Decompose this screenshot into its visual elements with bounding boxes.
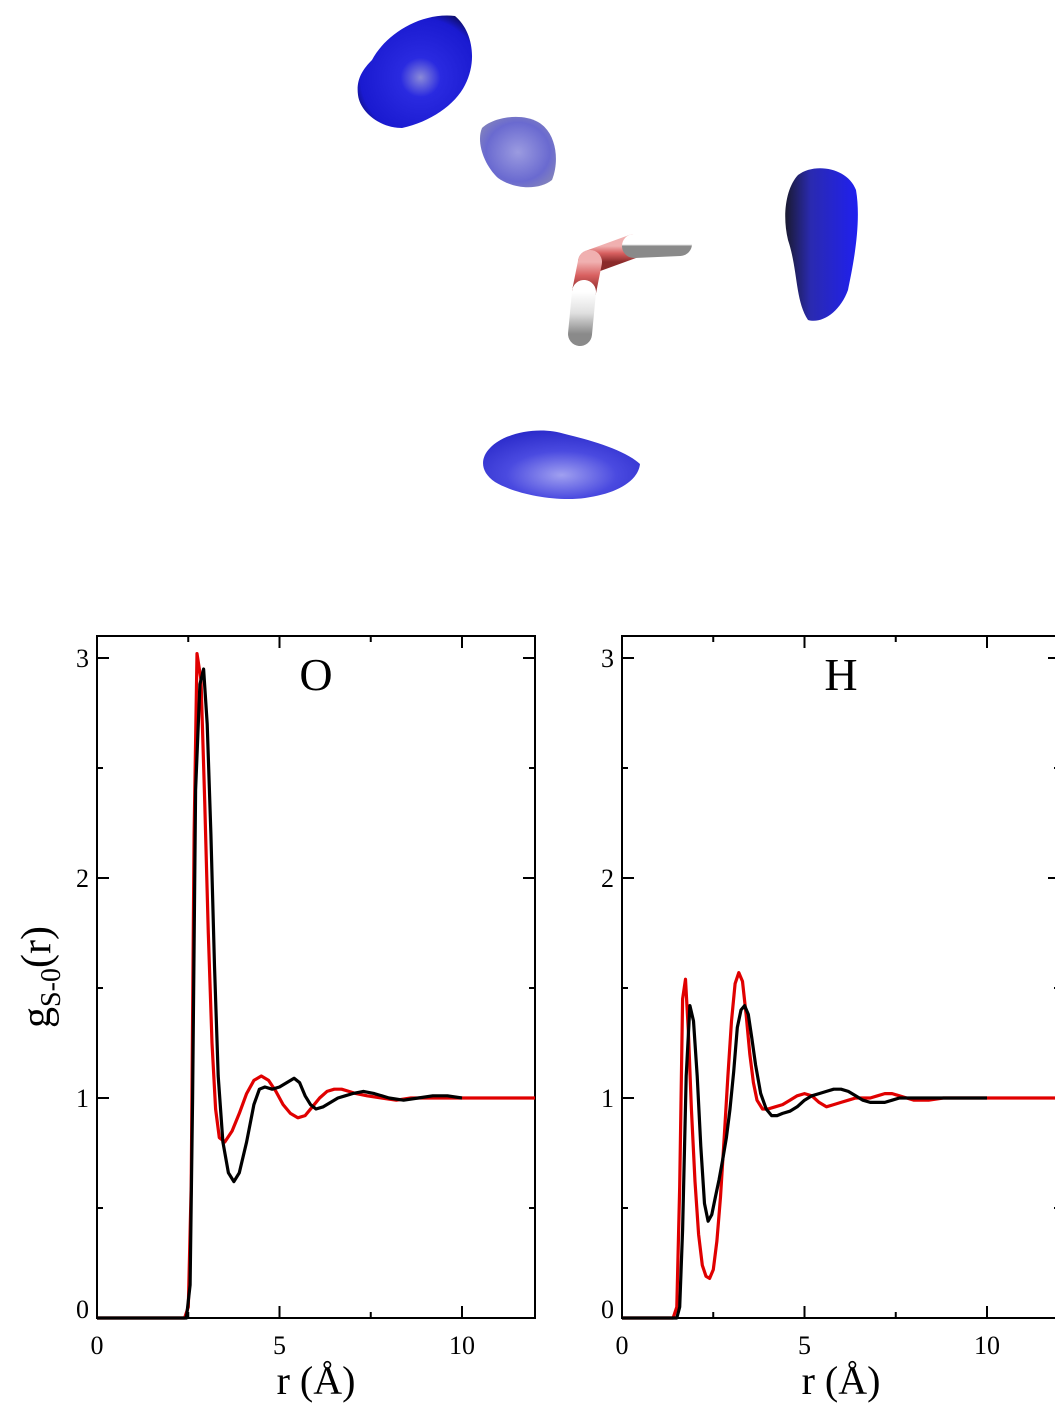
series-line-1: [622, 1004, 987, 1320]
x-tick-label: 0: [616, 1331, 629, 1360]
y-tick-label: 0: [76, 1295, 89, 1324]
y-axis-label-tail: (r): [14, 926, 60, 968]
panel-title: H: [824, 649, 857, 700]
y-tick-label: 0: [601, 1295, 614, 1324]
x-tick-label: 5: [798, 1331, 811, 1360]
x-tick-label: 10: [974, 1331, 1000, 1360]
water-molecule-model: [568, 232, 692, 346]
density-blob-upper-middle: [479, 116, 556, 188]
x-axis-label: r (Å): [802, 1358, 881, 1403]
density-blob-right: [785, 168, 858, 321]
density-blob-top-left: [357, 15, 473, 129]
y-axis-label: gS-0(r): [14, 926, 67, 1028]
panel-title: O: [299, 649, 332, 700]
x-axis-label: r (Å): [277, 1358, 356, 1403]
molecule-illustration: [357, 15, 858, 500]
axes-frame: [96, 635, 536, 1319]
y-axis-label-main: g: [14, 1007, 60, 1028]
y-tick-label: 1: [601, 1084, 614, 1113]
y-tick-label: 2: [76, 864, 89, 893]
series-line-0: [622, 971, 1055, 1320]
y-tick-label: 3: [76, 644, 89, 673]
x-tick-label: 5: [273, 1331, 286, 1360]
y-tick-label: 1: [76, 1084, 89, 1113]
axes-frame: [621, 635, 1055, 1319]
chart-panel-o: 0 5 10 0 1 2 3 Or (Å) gS-0(r): [14, 635, 536, 1403]
series-line-0: [97, 652, 535, 1320]
series-line-1: [97, 667, 463, 1320]
y-tick-label: 2: [601, 864, 614, 893]
x-tick-label: 0: [91, 1331, 104, 1360]
x-tick-label: 10: [449, 1331, 475, 1360]
y-axis-label-subscript: S-0: [36, 968, 67, 1007]
chart-panel-h: 0 5 10 0 1 2 3 Hr (Å): [601, 635, 1055, 1403]
y-tick-label: 3: [601, 644, 614, 673]
density-blob-bottom: [483, 430, 640, 500]
